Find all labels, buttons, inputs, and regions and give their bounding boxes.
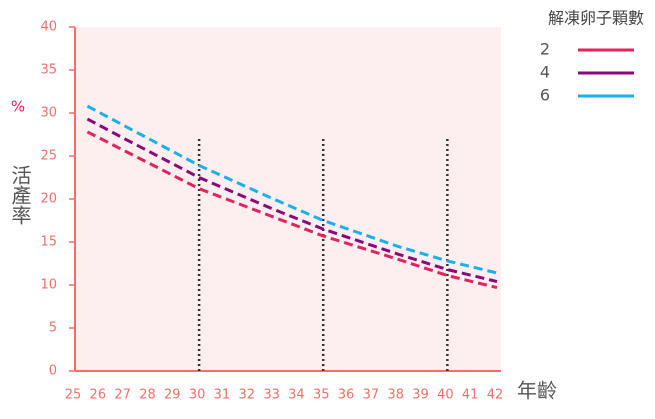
x-tick-label: 27 bbox=[114, 388, 131, 403]
x-tick-label: 35 bbox=[313, 388, 330, 403]
legend-title: 解凍卵子顆數 bbox=[548, 9, 644, 28]
x-tick-label: 29 bbox=[164, 388, 181, 403]
data-line bbox=[86, 117, 498, 284]
x-tick-label: 32 bbox=[238, 388, 255, 403]
x-tick-label: 31 bbox=[214, 388, 231, 403]
x-tick-label: 28 bbox=[139, 388, 156, 403]
y-tick-label: 10 bbox=[40, 278, 57, 293]
y-tick-label: 40 bbox=[40, 20, 57, 35]
y-tick-label: 0 bbox=[49, 364, 57, 379]
x-tick-label: 41 bbox=[462, 388, 479, 403]
data-line bbox=[86, 130, 498, 290]
y-tick-label: 5 bbox=[49, 321, 57, 336]
y-tick-label: 30 bbox=[40, 106, 57, 121]
x-tick-label: 40 bbox=[437, 388, 454, 403]
x-tick-label: 38 bbox=[387, 388, 404, 403]
legend-label: 6 bbox=[540, 86, 550, 105]
plot-background bbox=[75, 27, 501, 371]
y-tick-label: 20 bbox=[40, 192, 57, 207]
x-tick-label: 34 bbox=[288, 388, 305, 403]
x-tick-label: 30 bbox=[189, 388, 206, 403]
x-tick-label: 39 bbox=[412, 388, 429, 403]
legend-label: 4 bbox=[540, 63, 550, 82]
data-line bbox=[86, 104, 498, 275]
x-tick-label: 36 bbox=[338, 388, 355, 403]
x-label: 年齡 bbox=[517, 379, 557, 403]
x-tick-label: 33 bbox=[263, 388, 280, 403]
x-tick-label: 26 bbox=[90, 388, 107, 403]
y-label-unit: % bbox=[11, 98, 25, 116]
y-tick-label: 25 bbox=[40, 149, 57, 164]
x-tick-label: 42 bbox=[487, 388, 504, 403]
x-tick-label: 37 bbox=[363, 388, 380, 403]
x-tick-label: 25 bbox=[65, 388, 82, 403]
y-tick-label: 15 bbox=[40, 235, 57, 250]
legend-label: 2 bbox=[540, 40, 550, 59]
y-label: 活產率 bbox=[8, 165, 32, 225]
y-tick-label: 35 bbox=[40, 63, 57, 78]
